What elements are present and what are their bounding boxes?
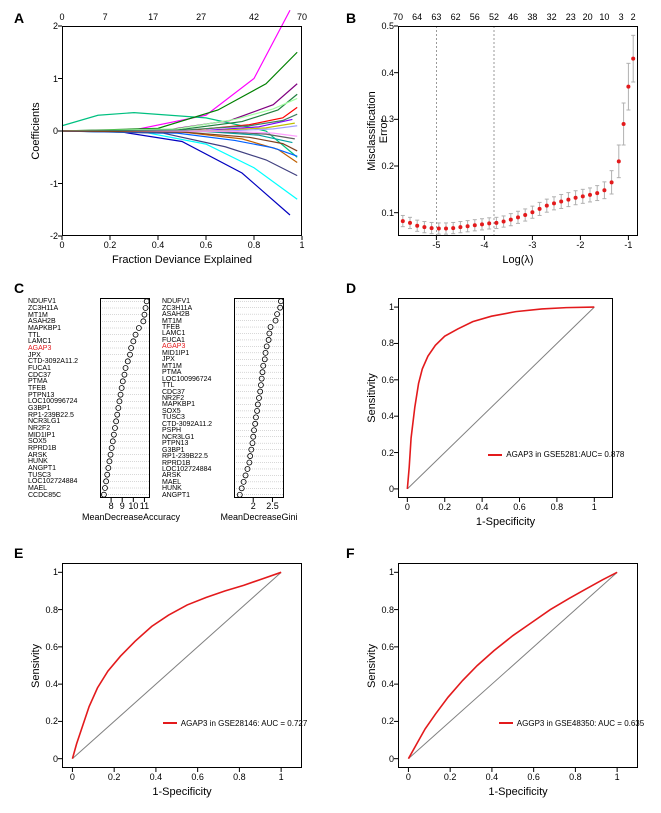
plot-area-A <box>62 26 302 236</box>
legend-D: AGAP3 in GSE5281:AUC= 0.878 <box>488 450 624 459</box>
dotplot-area <box>234 298 284 498</box>
panel-letter-B: B <box>346 10 356 26</box>
plot-area-E <box>62 563 302 768</box>
legend-text: AGGP3 in GSE48350: AUC = 0.635 <box>517 719 644 728</box>
gene-label: CCDC85C <box>28 491 98 500</box>
ylabel-F: Sensivity <box>366 626 378 706</box>
figure-root: ABCDEF00.20.40.60.81-2-10120717274270Fra… <box>0 0 661 813</box>
ylabel-D: Sensitivity <box>366 358 378 438</box>
panel-letter-D: D <box>346 280 356 296</box>
legend-color-swatch <box>499 722 513 724</box>
ylabel-B: Misclassification Error <box>366 91 390 171</box>
panel-letter-C: C <box>14 280 24 296</box>
ylabel-A: Coefficients <box>30 91 42 171</box>
panel-letter-E: E <box>14 545 23 561</box>
dotplot-xlabel: MeanDecreaseGini <box>216 512 302 522</box>
gene-label: ANGPT1 <box>162 491 232 500</box>
xlabel-B: Log(λ) <box>398 254 638 266</box>
legend-F: AGGP3 in GSE48350: AUC = 0.635 <box>499 719 644 728</box>
plot-area-D <box>398 298 613 498</box>
panel-letter-A: A <box>14 10 24 26</box>
xlabel-F: 1-Specificity <box>398 786 638 798</box>
plot-area-B <box>398 26 638 236</box>
xlabel-E: 1-Specificity <box>62 786 302 798</box>
legend-text: AGAP3 in GSE28146: AUC = 0.727 <box>181 719 308 728</box>
legend-color-swatch <box>488 454 502 456</box>
dotplot-area <box>100 298 150 498</box>
legend-color-swatch <box>163 722 177 724</box>
panel-letter-F: F <box>346 545 355 561</box>
dotplot-xlabel: MeanDecreaseAccuracy <box>82 512 168 522</box>
ylabel-E: Sensivity <box>30 626 42 706</box>
legend-E: AGAP3 in GSE28146: AUC = 0.727 <box>163 719 308 728</box>
xlabel-D: 1-Specificity <box>398 516 613 528</box>
xlabel-A: Fraction Deviance Explained <box>62 254 302 266</box>
plot-area-F <box>398 563 638 768</box>
legend-text: AGAP3 in GSE5281:AUC= 0.878 <box>506 450 624 459</box>
